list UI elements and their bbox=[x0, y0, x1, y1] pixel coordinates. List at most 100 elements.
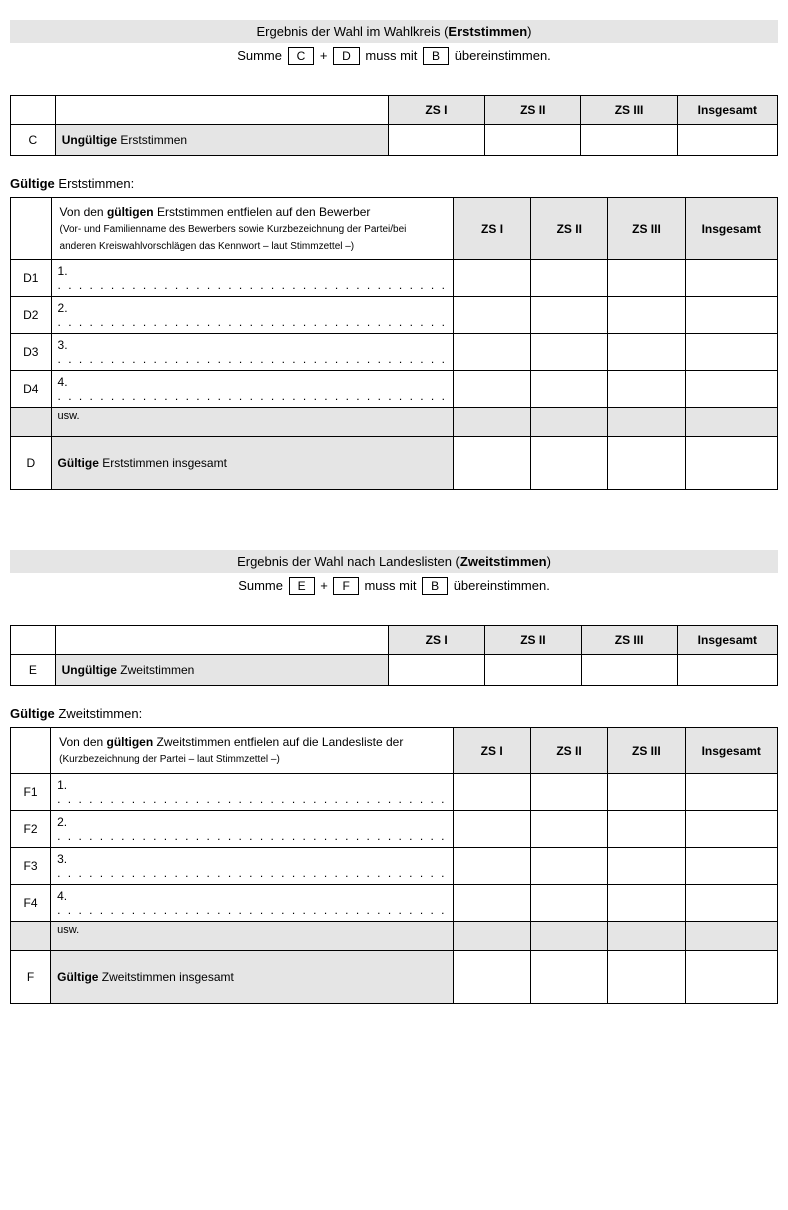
row-desc: 2.. . . . . . . . . . . . . . . . . . . … bbox=[51, 810, 453, 847]
cell[interactable] bbox=[685, 950, 778, 1003]
col-zs2: ZS II bbox=[485, 96, 581, 125]
row-f4: F4 4.. . . . . . . . . . . . . . . . . .… bbox=[11, 884, 778, 921]
row-d1: D1 1.. . . . . . . . . . . . . . . . . .… bbox=[11, 260, 778, 297]
erststimmen-formula: Summe C + D muss mit B übereinstimmen. bbox=[10, 47, 778, 65]
cell[interactable] bbox=[453, 950, 530, 1003]
cell-c-zs3[interactable] bbox=[581, 125, 677, 156]
cell[interactable] bbox=[685, 884, 778, 921]
col-zs1: ZS I bbox=[388, 96, 484, 125]
cell[interactable] bbox=[531, 437, 608, 490]
cell[interactable] bbox=[530, 950, 607, 1003]
cell[interactable] bbox=[608, 773, 685, 810]
cell[interactable] bbox=[453, 334, 530, 371]
header-text: Ergebnis der Wahl im Wahlkreis ( bbox=[256, 24, 448, 39]
header-text: Ergebnis der Wahl nach Landeslisten ( bbox=[237, 554, 460, 569]
formula-plus: + bbox=[320, 48, 328, 63]
formula-box-b: B bbox=[423, 47, 449, 65]
cell[interactable] bbox=[531, 371, 608, 408]
cell[interactable] bbox=[453, 884, 530, 921]
cell[interactable] bbox=[608, 371, 685, 408]
cell[interactable] bbox=[685, 437, 777, 490]
row-desc-e: Ungültige Zweitstimmen bbox=[55, 655, 388, 686]
erststimmen-valid-heading: Gültige Erststimmen: bbox=[10, 176, 778, 191]
cell[interactable] bbox=[453, 773, 530, 810]
row-desc-d: Gültige Erststimmen insgesamt bbox=[51, 437, 453, 490]
cell[interactable] bbox=[485, 655, 581, 686]
row-d-total: D Gültige Erststimmen insgesamt bbox=[11, 437, 778, 490]
cell-c-total[interactable] bbox=[677, 125, 777, 156]
cell[interactable] bbox=[453, 810, 530, 847]
cell[interactable] bbox=[530, 773, 607, 810]
cell[interactable] bbox=[608, 810, 685, 847]
formula-plus: + bbox=[320, 578, 328, 593]
cell[interactable] bbox=[685, 260, 777, 297]
cell[interactable] bbox=[608, 884, 685, 921]
row-c-invalid: C Ungültige Erststimmen bbox=[11, 125, 778, 156]
col-zs1: ZS I bbox=[453, 728, 530, 774]
cell[interactable] bbox=[530, 847, 607, 884]
table-header-row: Von den gültigen Zweitstimmen entfielen … bbox=[11, 728, 778, 774]
col-zs3: ZS III bbox=[581, 626, 677, 655]
zweitstimmen-invalid-table: ZS I ZS II ZS III Insgesamt E Ungültige … bbox=[10, 625, 778, 686]
col-zs2: ZS II bbox=[485, 626, 581, 655]
row-d4: D4 4.. . . . . . . . . . . . . . . . . .… bbox=[11, 371, 778, 408]
header-bold: Zweitstimmen bbox=[460, 554, 547, 569]
cell[interactable] bbox=[685, 810, 778, 847]
cell[interactable] bbox=[531, 297, 608, 334]
row-label: D2 bbox=[11, 297, 52, 334]
cell-c-zs1[interactable] bbox=[388, 125, 484, 156]
row-label-c: C bbox=[11, 125, 56, 156]
formula-box-b: B bbox=[422, 577, 448, 595]
cell-c-zs2[interactable] bbox=[485, 125, 581, 156]
cell[interactable] bbox=[608, 297, 685, 334]
col-zs1: ZS I bbox=[453, 198, 530, 260]
cell[interactable] bbox=[581, 655, 677, 686]
row-desc: 3.. . . . . . . . . . . . . . . . . . . … bbox=[51, 847, 453, 884]
formula-box-e: E bbox=[289, 577, 315, 595]
cell[interactable] bbox=[685, 847, 778, 884]
header-suffix: ) bbox=[527, 24, 531, 39]
formula-mid: muss mit bbox=[364, 578, 416, 593]
col-total: Insgesamt bbox=[685, 198, 777, 260]
cell[interactable] bbox=[453, 847, 530, 884]
row-d2: D2 2.. . . . . . . . . . . . . . . . . .… bbox=[11, 297, 778, 334]
cell[interactable] bbox=[685, 297, 777, 334]
row-f-total: F Gültige Zweitstimmen insgesamt bbox=[11, 950, 778, 1003]
row-usw: usw. bbox=[11, 408, 778, 437]
row-desc-c: Ungültige Erststimmen bbox=[55, 125, 388, 156]
cell[interactable] bbox=[453, 437, 530, 490]
col-zs1: ZS I bbox=[389, 626, 485, 655]
cell[interactable] bbox=[608, 334, 685, 371]
cell[interactable] bbox=[530, 884, 607, 921]
cell[interactable] bbox=[530, 810, 607, 847]
cell[interactable] bbox=[685, 371, 777, 408]
cell[interactable] bbox=[453, 260, 530, 297]
formula-box-f: F bbox=[333, 577, 358, 595]
zweitstimmen-header: Ergebnis der Wahl nach Landeslisten (Zwe… bbox=[10, 550, 778, 573]
row-label: F1 bbox=[11, 773, 51, 810]
cell[interactable] bbox=[453, 371, 530, 408]
col-total: Insgesamt bbox=[677, 96, 777, 125]
cell[interactable] bbox=[453, 297, 530, 334]
cell[interactable] bbox=[389, 655, 485, 686]
cell[interactable] bbox=[531, 334, 608, 371]
row-label: D4 bbox=[11, 371, 52, 408]
row-desc: 2.. . . . . . . . . . . . . . . . . . . … bbox=[51, 297, 453, 334]
row-label: F2 bbox=[11, 810, 51, 847]
cell[interactable] bbox=[608, 950, 685, 1003]
cell[interactable] bbox=[608, 437, 685, 490]
cell[interactable] bbox=[685, 773, 778, 810]
desc-header: Von den gültigen Erststimmen entfielen a… bbox=[51, 198, 453, 260]
header-suffix: ) bbox=[547, 554, 551, 569]
col-total: Insgesamt bbox=[677, 626, 777, 655]
formula-end: übereinstimmen. bbox=[455, 48, 551, 63]
cell[interactable] bbox=[531, 260, 608, 297]
col-zs2: ZS II bbox=[531, 198, 608, 260]
row-e-invalid: E Ungültige Zweitstimmen bbox=[11, 655, 778, 686]
cell[interactable] bbox=[677, 655, 777, 686]
row-label-e: E bbox=[11, 655, 56, 686]
cell[interactable] bbox=[685, 334, 777, 371]
desc-header: Von den gültigen Zweitstimmen entfielen … bbox=[51, 728, 453, 774]
cell[interactable] bbox=[608, 847, 685, 884]
cell[interactable] bbox=[608, 260, 685, 297]
